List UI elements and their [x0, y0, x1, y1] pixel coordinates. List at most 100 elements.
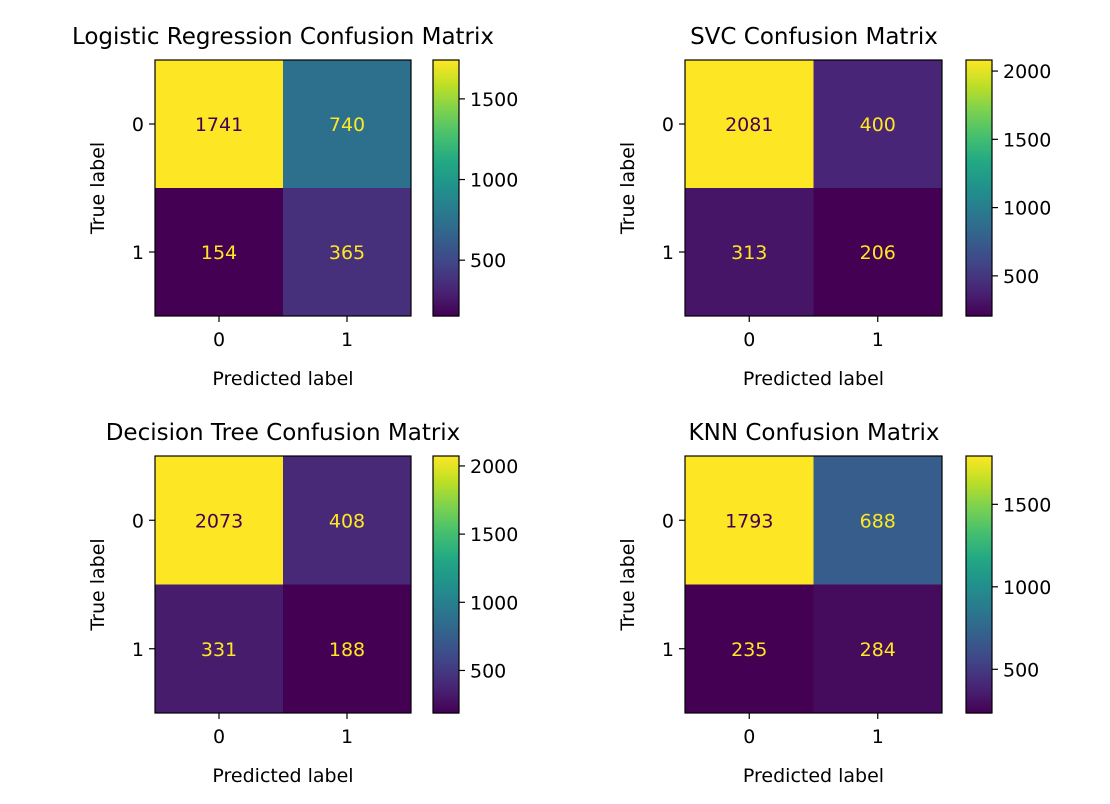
colorbar-segment	[966, 185, 992, 189]
colorbar-segment	[966, 693, 992, 697]
colorbar-segment	[433, 175, 459, 178]
matrix-cell	[685, 584, 814, 713]
colorbar-segment	[966, 237, 992, 240]
colorbar-segment	[966, 292, 992, 296]
colorbar-segment	[966, 277, 992, 281]
colorbar-segment	[966, 234, 992, 238]
colorbar-segment	[433, 111, 459, 114]
x-tick-label: 0	[213, 726, 225, 748]
colorbar-tick-label: 2000	[1003, 61, 1051, 83]
colorbar-segment	[966, 554, 992, 558]
colorbar-tick-label: 1500	[1003, 494, 1051, 516]
chart-title: Decision Tree Confusion Matrix	[106, 420, 461, 446]
colorbar-segment	[966, 281, 992, 285]
axes-frame	[154, 59, 412, 317]
colorbar-segment	[966, 200, 992, 204]
colorbar-segment	[433, 181, 459, 185]
matrix-cell	[813, 188, 942, 316]
cell-value-label: 331	[201, 639, 237, 661]
colorbar-segment	[433, 92, 459, 95]
colorbar-segment	[966, 640, 992, 643]
colorbar-segment	[433, 164, 459, 168]
colorbar-segment	[433, 260, 459, 264]
colorbar-segment	[433, 202, 459, 206]
colorbar-segment	[433, 522, 459, 526]
colorbar-segment	[433, 680, 459, 684]
colorbar-segment	[433, 635, 459, 639]
colorbar-segment	[433, 593, 459, 596]
colorbar-segment	[966, 166, 992, 170]
colorbar-segment	[966, 258, 992, 262]
colorbar-segment	[966, 232, 992, 236]
colorbar-segment	[433, 672, 459, 676]
colorbar-segment	[966, 648, 992, 652]
colorbar-segment	[433, 650, 459, 654]
colorbar-segment	[433, 66, 459, 70]
colorbar-segment	[433, 109, 459, 112]
colorbar-segment	[433, 68, 459, 72]
colorbar-segment	[433, 485, 459, 489]
colorbar-segment	[433, 475, 459, 479]
colorbar-segment	[966, 70, 992, 74]
colorbar-segment	[966, 115, 992, 119]
colorbar-segment	[433, 254, 459, 257]
colorbar-segment	[433, 77, 459, 80]
colorbar: 500 1000 1500 2000	[965, 59, 1051, 317]
colorbar-segment	[966, 117, 992, 121]
colorbar-segment	[433, 207, 459, 210]
colorbar-segment	[433, 309, 459, 313]
colorbar-segment	[966, 560, 992, 564]
colorbar-segment	[433, 294, 459, 298]
colorbar-segment	[966, 565, 992, 568]
colorbar-segment	[966, 695, 992, 699]
colorbar-segment	[433, 563, 459, 566]
colorbar-segment	[433, 81, 459, 85]
colorbar-segment	[433, 100, 459, 104]
colorbar-segment	[966, 631, 992, 635]
colorbar-segment	[433, 72, 459, 76]
colorbar-segment	[433, 143, 459, 146]
colorbar-segment	[433, 597, 459, 601]
colorbar-segment	[433, 584, 459, 588]
matrix-cell	[155, 456, 283, 585]
cell-value-label: 2073	[195, 510, 243, 532]
colorbar-segment	[966, 83, 992, 87]
colorbar-segment	[966, 629, 992, 633]
colorbar-segment	[433, 573, 459, 577]
y-axis-label: True label	[87, 142, 109, 235]
colorbar-segment	[433, 141, 459, 144]
colorbar-segment	[433, 468, 459, 472]
colorbar-segment	[966, 202, 992, 206]
colorbar-segment	[433, 509, 459, 513]
colorbar-segment	[433, 215, 459, 219]
colorbar-frame	[432, 455, 460, 714]
cell-value-label: 235	[731, 639, 767, 661]
colorbar-segment	[433, 194, 459, 198]
colorbar-segment	[966, 569, 992, 573]
matrix-cell	[685, 188, 814, 316]
colorbar-segment	[966, 149, 992, 153]
colorbar-segment	[433, 460, 459, 464]
colorbar-segment	[433, 528, 459, 532]
colorbar-segment	[433, 183, 459, 187]
colorbar-segment	[433, 535, 459, 538]
colorbar-segment	[433, 693, 459, 697]
colorbar-segment	[966, 642, 992, 646]
colorbar-segment	[966, 222, 992, 225]
colorbar-segment	[966, 190, 992, 193]
colorbar-segment	[966, 550, 992, 553]
colorbar-segment	[966, 462, 992, 466]
colorbar-segment	[966, 582, 992, 586]
colorbar-segment	[966, 526, 992, 530]
colorbar-segment	[966, 599, 992, 603]
colorbar-segment	[966, 456, 992, 459]
colorbar-segment	[966, 151, 992, 155]
colorbar-segment	[966, 685, 992, 688]
colorbar-segment	[966, 113, 992, 117]
colorbar-segment	[433, 126, 459, 129]
colorbar-segment	[433, 230, 459, 234]
colorbar-segment	[433, 488, 459, 491]
colorbar-segment	[433, 281, 459, 285]
colorbar-segment	[966, 207, 992, 210]
colorbar-segment	[966, 678, 992, 682]
